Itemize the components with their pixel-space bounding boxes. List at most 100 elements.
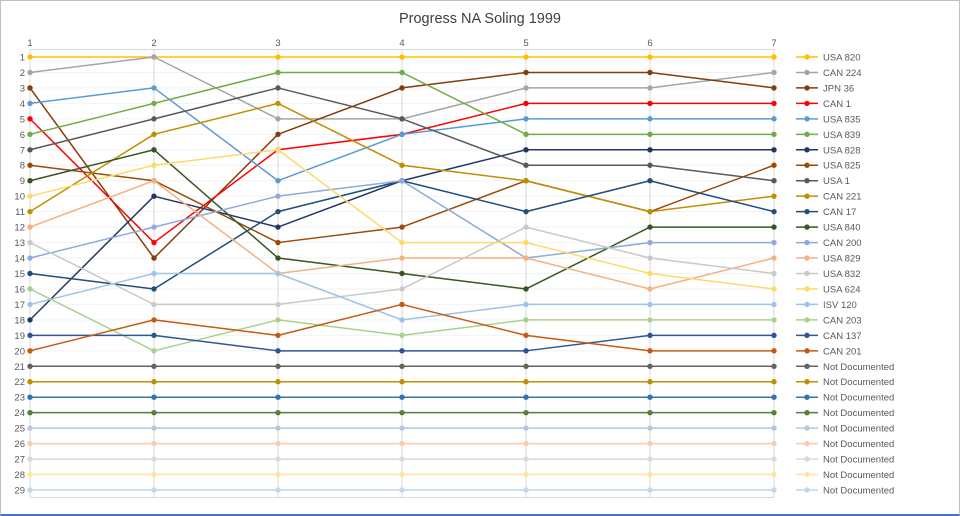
series-can-221 <box>27 100 777 215</box>
legend-item[interactable]: Not Documented <box>796 408 894 419</box>
legend-label: CAN 221 <box>823 192 862 203</box>
legend-item[interactable]: USA 624 <box>796 284 861 295</box>
y-axis-tick-label: 11 <box>15 207 25 218</box>
data-point-marker <box>647 255 653 261</box>
legend-item[interactable]: Not Documented <box>796 362 894 373</box>
legend-item[interactable]: USA 832 <box>796 269 861 280</box>
data-point-marker <box>275 208 281 215</box>
y-axis-tick-label: 2 <box>20 68 25 79</box>
data-point-marker <box>275 54 281 60</box>
data-point-marker <box>399 425 405 431</box>
data-point-marker <box>647 100 653 107</box>
data-point-marker <box>523 224 529 230</box>
legend-item[interactable]: ISV 120 <box>796 300 857 311</box>
series-usa-839 <box>27 69 777 138</box>
data-point-marker <box>771 270 777 277</box>
legend-item[interactable]: CAN 200 <box>796 238 862 249</box>
legend-item[interactable]: USA 839 <box>796 130 861 141</box>
legend-item[interactable]: USA 825 <box>796 161 861 172</box>
data-point-marker <box>771 301 777 308</box>
legend: USA 820 CAN 224 JPN 36 CAN 1 USA 835 USA 839 U… <box>796 53 894 496</box>
data-point-marker <box>771 317 777 323</box>
series-not-documented <box>27 363 777 369</box>
series-lines <box>27 54 777 493</box>
data-point-marker <box>275 100 281 107</box>
legend-item[interactable]: Not Documented <box>796 393 894 404</box>
legend-item[interactable]: USA 829 <box>796 254 861 265</box>
y-axis-tick-label: 18 <box>14 315 25 326</box>
y-axis-tick-label: 4 <box>20 99 25 110</box>
data-point-marker <box>27 255 33 261</box>
legend-label: USA 828 <box>823 145 861 156</box>
legend-item[interactable]: USA 840 <box>796 223 861 234</box>
legend-label: USA 832 <box>823 269 861 280</box>
data-point-marker <box>647 208 653 215</box>
data-point-marker <box>523 162 529 168</box>
legend-item[interactable]: USA 835 <box>796 114 861 125</box>
data-point-marker <box>399 69 405 76</box>
data-point-marker <box>151 85 157 91</box>
data-point-marker <box>151 456 157 462</box>
series-isv-120 <box>27 270 777 323</box>
legend-item[interactable]: Not Documented <box>796 377 894 388</box>
y-axis-tick-label: 5 <box>20 114 25 125</box>
data-point-marker <box>647 317 653 323</box>
legend-item[interactable]: CAN 224 <box>796 68 862 79</box>
data-point-marker <box>27 425 33 431</box>
x-axis-labels: 1 2 3 4 5 6 7 <box>27 38 776 49</box>
legend-item[interactable]: Not Documented <box>796 439 894 450</box>
legend-swatch-marker <box>804 100 810 107</box>
legend-item[interactable]: USA 1 <box>796 176 850 187</box>
data-point-marker <box>523 286 529 292</box>
legend-item[interactable]: Not Documented <box>796 424 894 435</box>
y-axis-tick-label: 3 <box>20 83 25 94</box>
data-point-marker <box>771 332 777 339</box>
legend-item[interactable]: CAN 221 <box>796 192 862 203</box>
legend-item[interactable]: CAN 137 <box>796 331 862 342</box>
series-can-137 <box>27 332 777 354</box>
y-axis-tick-label: 7 <box>20 145 25 156</box>
data-point-marker <box>399 379 405 385</box>
data-point-marker <box>523 332 529 339</box>
data-point-marker <box>647 471 653 478</box>
legend-item[interactable]: Not Documented <box>796 455 894 466</box>
y-axis-tick-label: 21 <box>14 362 25 373</box>
series-not-documented <box>27 379 777 385</box>
legend-item[interactable]: USA 828 <box>796 145 861 156</box>
data-point-marker <box>151 54 157 60</box>
legend-item[interactable]: CAN 201 <box>796 346 862 357</box>
legend-label: USA 825 <box>823 161 861 172</box>
legend-swatch-marker <box>804 162 810 168</box>
data-point-marker <box>275 255 281 261</box>
legend-swatch-marker <box>804 409 810 416</box>
data-point-marker <box>151 193 157 199</box>
data-point-marker <box>275 409 281 416</box>
legend-item[interactable]: CAN 17 <box>796 207 856 218</box>
legend-swatch-marker <box>804 116 810 122</box>
data-point-marker <box>647 394 653 400</box>
data-point-marker <box>523 178 529 184</box>
data-point-marker <box>771 100 777 107</box>
legend-item[interactable]: Not Documented <box>796 470 894 481</box>
legend-item[interactable]: JPN 36 <box>796 83 854 94</box>
legend-item[interactable]: CAN 1 <box>796 99 851 110</box>
data-point-marker <box>523 440 529 447</box>
data-point-marker <box>647 224 653 230</box>
legend-item[interactable]: CAN 203 <box>796 315 862 326</box>
data-point-marker <box>399 85 405 91</box>
legend-label: CAN 200 <box>823 238 862 249</box>
legend-item[interactable]: Not Documented <box>796 485 894 496</box>
legend-label: Not Documented <box>823 439 894 450</box>
data-point-marker <box>399 317 405 323</box>
legend-swatch-marker <box>804 255 810 261</box>
y-axis-tick-label: 23 <box>14 393 25 404</box>
data-point-marker <box>771 394 777 400</box>
data-point-marker <box>27 317 33 323</box>
legend-swatch-marker <box>804 471 810 478</box>
data-point-marker <box>523 116 529 122</box>
data-point-marker <box>27 286 33 292</box>
data-point-marker <box>151 224 157 230</box>
data-point-marker <box>399 162 405 168</box>
legend-item[interactable]: USA 820 <box>796 53 861 64</box>
